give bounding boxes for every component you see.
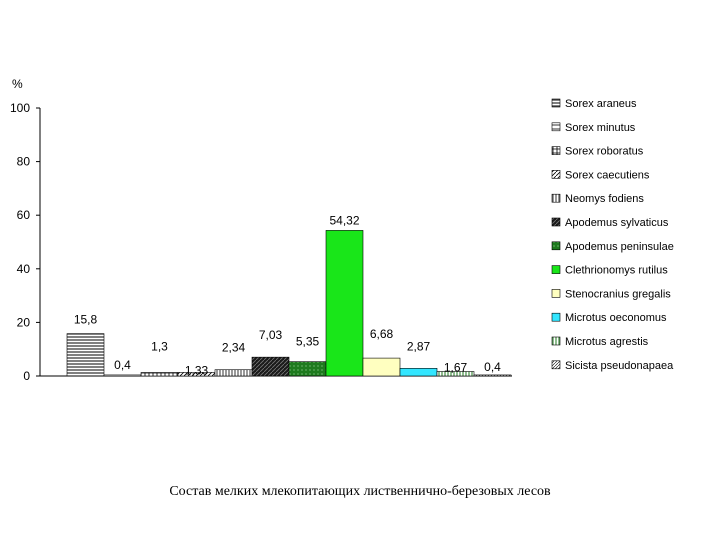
y-tick-label: 20 bbox=[17, 315, 31, 329]
data-label: 0,4 bbox=[484, 360, 501, 374]
chart-caption: Состав мелких млекопитающих лиственнично… bbox=[169, 484, 551, 499]
legend-label: Sorex caecutiens bbox=[565, 169, 650, 181]
data-label: 6,68 bbox=[370, 327, 394, 341]
legend-label: Apodemus sylvaticus bbox=[565, 217, 669, 229]
data-label: 1,3 bbox=[151, 340, 168, 354]
data-label: 0,4 bbox=[114, 358, 131, 372]
data-label: 5,35 bbox=[296, 335, 320, 349]
y-tick-label: 60 bbox=[17, 208, 31, 222]
legend-label: Apodemus peninsulae bbox=[565, 241, 674, 253]
legend-swatch bbox=[551, 312, 561, 322]
legend-swatch bbox=[551, 289, 561, 298]
legend-swatch bbox=[551, 360, 561, 370]
bar-microtus-agrestis bbox=[436, 371, 475, 377]
bar-microtus-oeconomus bbox=[399, 368, 438, 377]
bar-sorex-araneus bbox=[66, 333, 105, 377]
legend-swatch bbox=[551, 193, 561, 203]
bar-stenocranius-gregalis bbox=[362, 357, 401, 377]
legend-swatch bbox=[551, 336, 561, 346]
legend-swatch bbox=[551, 98, 561, 108]
bar-neomys-fodiens bbox=[214, 369, 253, 377]
legend-swatch bbox=[551, 146, 561, 155]
data-label: 1,67 bbox=[444, 361, 468, 375]
legend-label: Sorex araneus bbox=[565, 98, 637, 110]
data-label: 7,03 bbox=[259, 328, 283, 342]
bars bbox=[66, 230, 512, 377]
y-tick-label: 0 bbox=[23, 369, 30, 383]
bar-clethrionomys-rutilus bbox=[325, 230, 364, 377]
data-label: 1,33 bbox=[185, 363, 209, 377]
y-tick-label: 100 bbox=[10, 101, 30, 115]
y-tick-label: 40 bbox=[17, 262, 31, 276]
legend-label: Sicista pseudonapaea bbox=[565, 360, 674, 372]
legend-swatch bbox=[551, 122, 561, 132]
data-label: 54,32 bbox=[329, 213, 359, 227]
y-axis-label: % bbox=[12, 77, 23, 91]
bar-apodemus-peninsulae bbox=[288, 361, 327, 377]
bar-apodemus-sylvaticus bbox=[251, 356, 290, 377]
legend-label: Clethrionomys rutilus bbox=[565, 265, 668, 277]
legend-swatch bbox=[551, 241, 561, 251]
bar-sorex-roboratus bbox=[140, 372, 179, 377]
legend-label: Microtus oeconomus bbox=[565, 312, 667, 324]
legend-label: Sorex roboratus bbox=[565, 146, 644, 158]
y-tick-label: 80 bbox=[17, 155, 31, 169]
data-labels: 15,8 0,4 1,3 1,33 2,34 7,03 5,35 54,32 6,68 2,87 1… bbox=[74, 213, 501, 377]
y-ticks: 0 20 40 60 80 100 bbox=[10, 101, 40, 383]
legend-label: Stenocranius gregalis bbox=[565, 288, 671, 300]
legend-label: Microtus agrestis bbox=[565, 336, 649, 348]
data-label: 15,8 bbox=[74, 313, 98, 327]
legend-swatch bbox=[551, 217, 561, 227]
legend-swatch bbox=[551, 265, 561, 274]
bar-sicista-pseudonapaea bbox=[473, 374, 512, 377]
legend: Sorex araneus Sorex minutus Sorex roboratu… bbox=[551, 98, 674, 372]
legend-label: Sorex minutus bbox=[565, 122, 636, 134]
data-label: 2,87 bbox=[407, 339, 431, 353]
legend-label: Neomys fodiens bbox=[565, 193, 644, 205]
bar-sorex-minutus bbox=[103, 374, 142, 377]
data-label: 2,34 bbox=[222, 341, 246, 355]
legend-swatch bbox=[551, 170, 561, 179]
